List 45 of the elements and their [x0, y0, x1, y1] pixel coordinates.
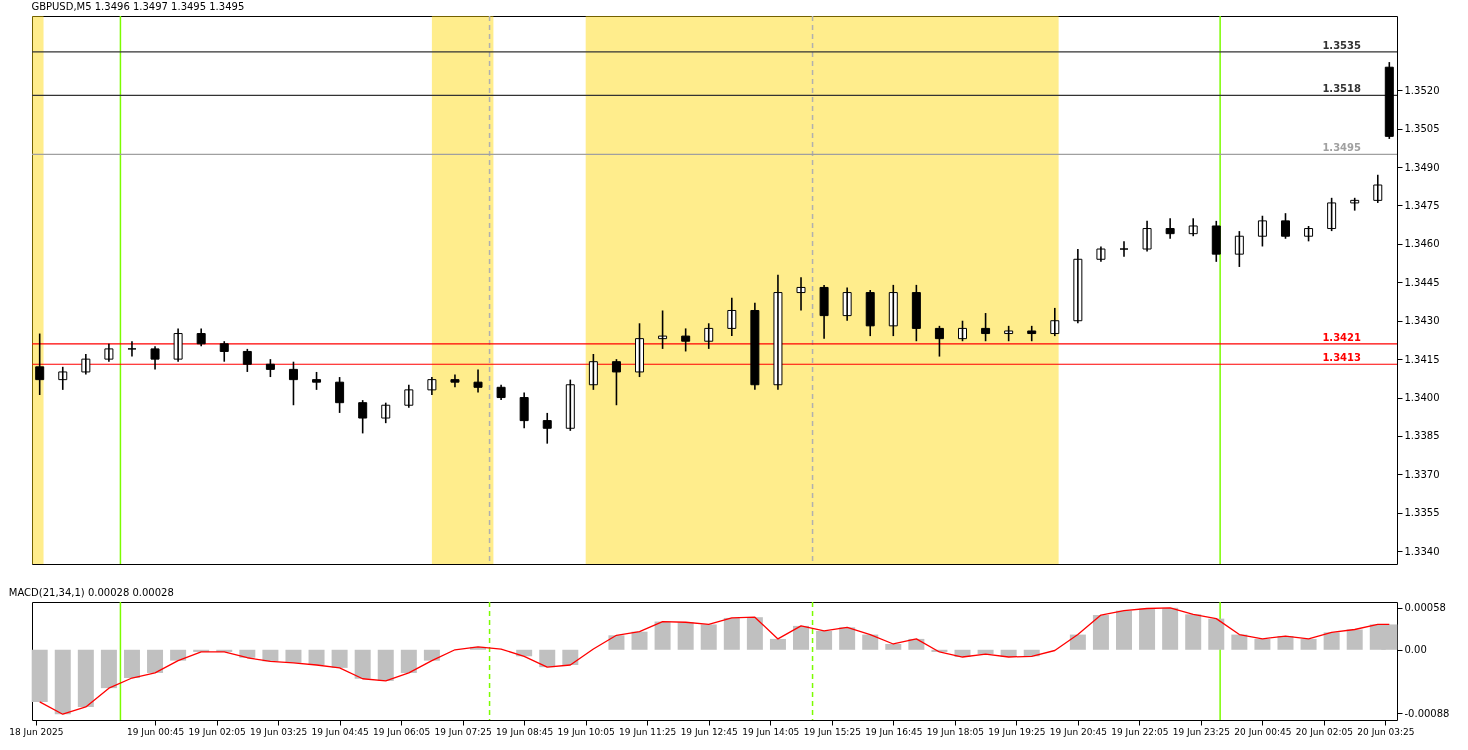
ref-line-label: 1.3518: [1322, 83, 1362, 95]
x-tick-label: 20 Jun 00:45: [1234, 726, 1292, 737]
y-tick-label: 1.3505: [1404, 123, 1440, 135]
x-tick-label: 19 Jun 20:45: [1049, 726, 1107, 737]
chart-title: GBPUSD,M5 1.3496 1.3497 1.3495 1.3495: [31, 1, 245, 13]
y-tick-label: 1.3355: [1404, 507, 1440, 519]
x-tick-label: 19 Jun 16:45: [865, 726, 923, 737]
y-tick-label: -0.00088: [1404, 707, 1450, 719]
x-tick-label: 19 Jun 03:25: [249, 726, 308, 737]
x-tick-label: 19 Jun 07:25: [434, 726, 492, 737]
ref-line-label: 1.3413: [1322, 352, 1362, 364]
x-tick-label: 19 Jun 11:25: [619, 726, 677, 737]
x-tick-label: 20 Jun 02:05: [1295, 726, 1354, 737]
y-tick-label: 1.3415: [1404, 353, 1440, 365]
x-tick-label: 19 Jun 12:45: [680, 726, 738, 737]
ref-line-label: 1.3421: [1322, 331, 1362, 343]
y-tick-label: 1.3520: [1404, 84, 1440, 96]
y-tick-label: 1.3430: [1404, 315, 1440, 327]
y-tick-label: 1.3400: [1404, 392, 1440, 404]
x-tick-label: 19 Jun 14:05: [742, 726, 800, 737]
x-tick-label: 19 Jun 04:45: [311, 726, 369, 737]
y-tick-label: 1.3445: [1404, 276, 1440, 288]
y-tick-label: 1.3490: [1404, 161, 1440, 173]
y-tick-label: 0.00058: [1404, 602, 1446, 614]
x-tick-label: 19 Jun 02:05: [188, 726, 246, 737]
y-tick-label: 1.3340: [1404, 545, 1440, 557]
y-tick-label: 0.00: [1404, 644, 1427, 656]
y-tick-label: 1.3385: [1404, 430, 1440, 442]
ref-line-label: 1.3495: [1322, 142, 1362, 154]
x-tick-label: 19 Jun 18:05: [926, 726, 984, 737]
x-tick-label: 18 Jun 2025: [9, 726, 64, 737]
y-tick-label: 1.3370: [1404, 468, 1440, 480]
x-tick-label: 19 Jun 06:05: [373, 726, 431, 737]
x-tick-label: 19 Jun 22:05: [1111, 726, 1169, 737]
y-tick-label: 1.3460: [1404, 238, 1440, 250]
x-tick-label: 19 Jun 00:45: [126, 726, 185, 737]
x-tick-label: 19 Jun 08:45: [496, 726, 554, 737]
x-tick-label: 19 Jun 10:05: [557, 726, 615, 737]
x-tick-label: 19 Jun 23:25: [1172, 726, 1230, 737]
x-tick-label: 19 Jun 15:25: [803, 726, 861, 737]
x-tick-label: 20 Jun 03:25: [1357, 726, 1415, 737]
chart-title: MACD(21,34,1) 0.00028 0.00028: [8, 587, 174, 599]
x-tick-label: 19 Jun 19:25: [988, 726, 1046, 737]
ref-line-label: 1.3535: [1322, 39, 1362, 51]
y-tick-label: 1.3475: [1404, 200, 1440, 211]
